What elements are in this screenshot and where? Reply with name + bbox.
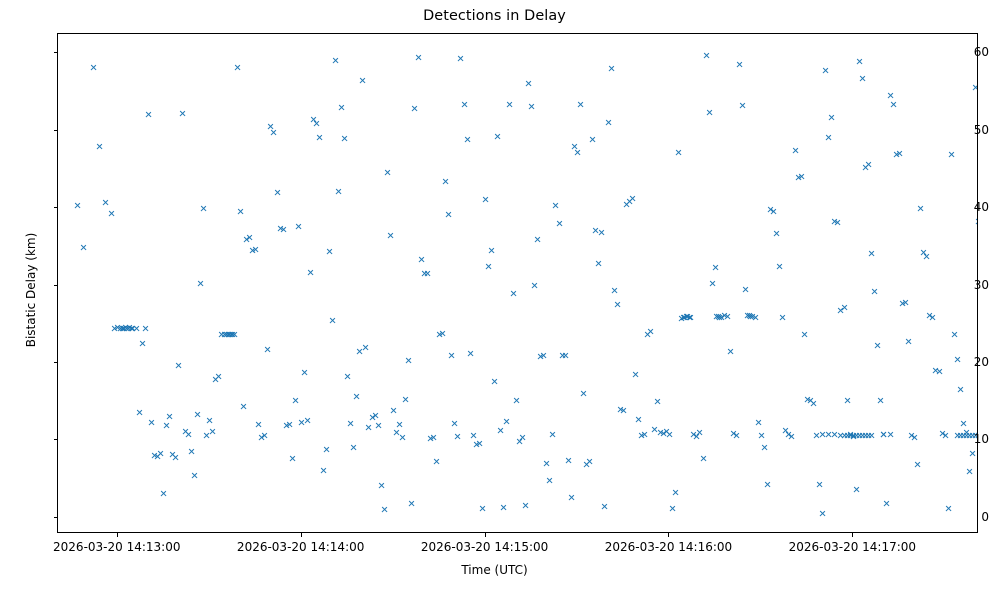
x-tick-label: 2026-03-20 14:14:00: [236, 540, 365, 554]
y-axis-label: Bistatic Delay (km): [24, 232, 38, 348]
y-tick-label: 0: [981, 509, 989, 524]
x-tick-mark: [668, 533, 670, 537]
y-tick-mark: [53, 516, 57, 518]
y-tick-label: 20: [973, 354, 989, 369]
x-tick-mark: [484, 533, 486, 537]
x-tick-label: 2026-03-20 14:16:00: [604, 540, 733, 554]
y-tick-mark: [53, 129, 57, 131]
x-tick-mark: [852, 533, 854, 537]
x-tick-mark: [300, 533, 302, 537]
x-tick-mark: [116, 533, 118, 537]
y-tick-mark: [53, 207, 57, 209]
x-tick-label: 2026-03-20 14:15:00: [420, 540, 549, 554]
plot-axes-area: [57, 33, 978, 533]
y-tick-label: 10: [973, 432, 989, 447]
x-tick-label: 2026-03-20 14:13:00: [53, 540, 181, 554]
y-tick-mark: [53, 439, 57, 441]
y-tick-label: 60: [973, 45, 989, 60]
y-tick-mark: [53, 52, 57, 54]
x-tick-label: 2026-03-20 14:17:00: [788, 540, 917, 554]
y-tick-label: 50: [973, 122, 989, 137]
chart-title: Detections in Delay: [423, 8, 566, 24]
scatter-points-layer: [58, 34, 977, 532]
x-axis-label: Time (UTC): [461, 563, 528, 577]
y-tick-label: 40: [973, 200, 989, 215]
y-tick-label: 30: [973, 277, 989, 292]
y-tick-mark: [53, 361, 57, 363]
y-tick-mark: [53, 284, 57, 286]
